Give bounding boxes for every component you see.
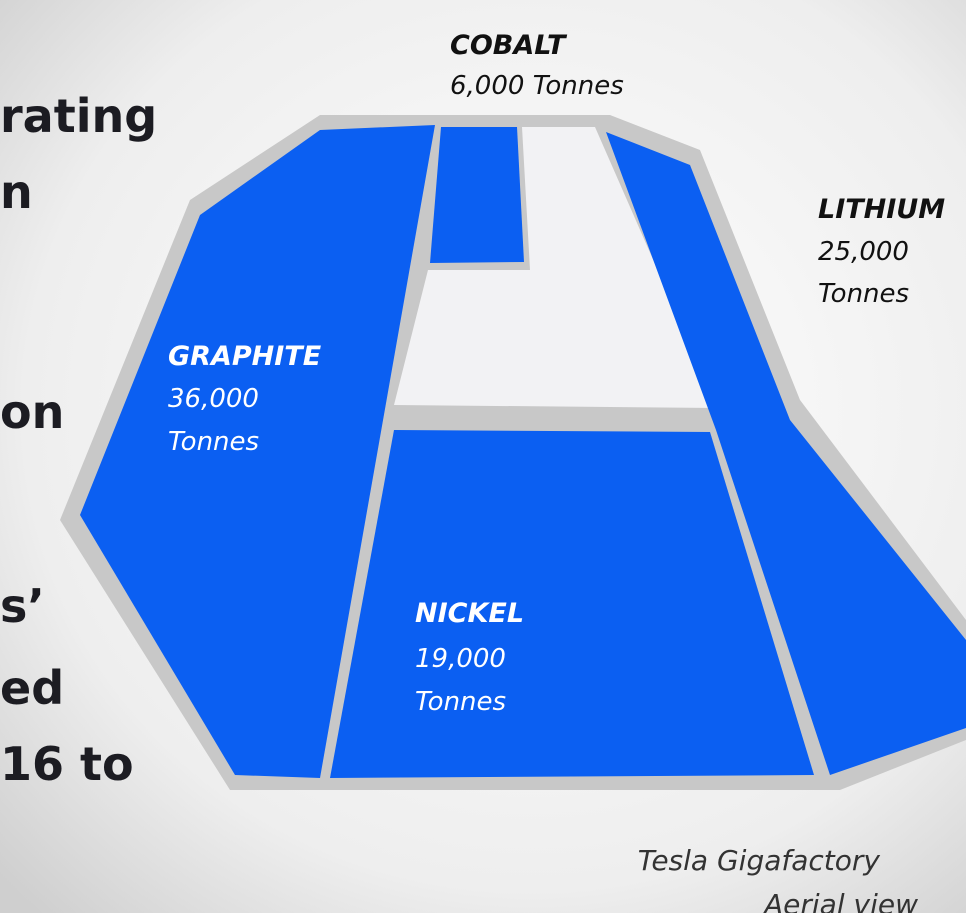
side-line: 16 to <box>0 737 134 791</box>
side-text: rating n on s’ ed 16 to <box>0 89 157 791</box>
region-name: COBALT <box>450 30 568 61</box>
region-unit: Tonnes <box>818 279 909 309</box>
caption-title: Tesla Gigafactory <box>638 844 881 877</box>
region-name: NICKEL <box>415 598 524 629</box>
nickel-area <box>330 430 814 778</box>
side-line: on <box>0 385 64 439</box>
region-name: GRAPHITE <box>168 341 322 372</box>
cobalt-area <box>430 127 524 263</box>
region-unit: Tonnes <box>168 427 259 457</box>
region-unit: Tonnes <box>415 687 506 717</box>
region-amount: 19,000 <box>415 644 506 674</box>
side-line: ed <box>0 661 64 715</box>
side-line: n <box>0 165 33 219</box>
region-amount: 36,000 <box>168 384 259 414</box>
lithium-area <box>606 132 966 775</box>
side-line: rating <box>0 89 157 143</box>
graphite-area <box>80 125 435 778</box>
side-line: s’ <box>0 579 45 633</box>
building-area <box>394 127 718 408</box>
region-name: LITHIUM <box>818 194 945 225</box>
region-amount: 25,000 <box>818 237 909 267</box>
region-amount: 6,000 Tonnes <box>450 71 624 101</box>
caption-subtitle: Aerial view <box>762 888 918 913</box>
